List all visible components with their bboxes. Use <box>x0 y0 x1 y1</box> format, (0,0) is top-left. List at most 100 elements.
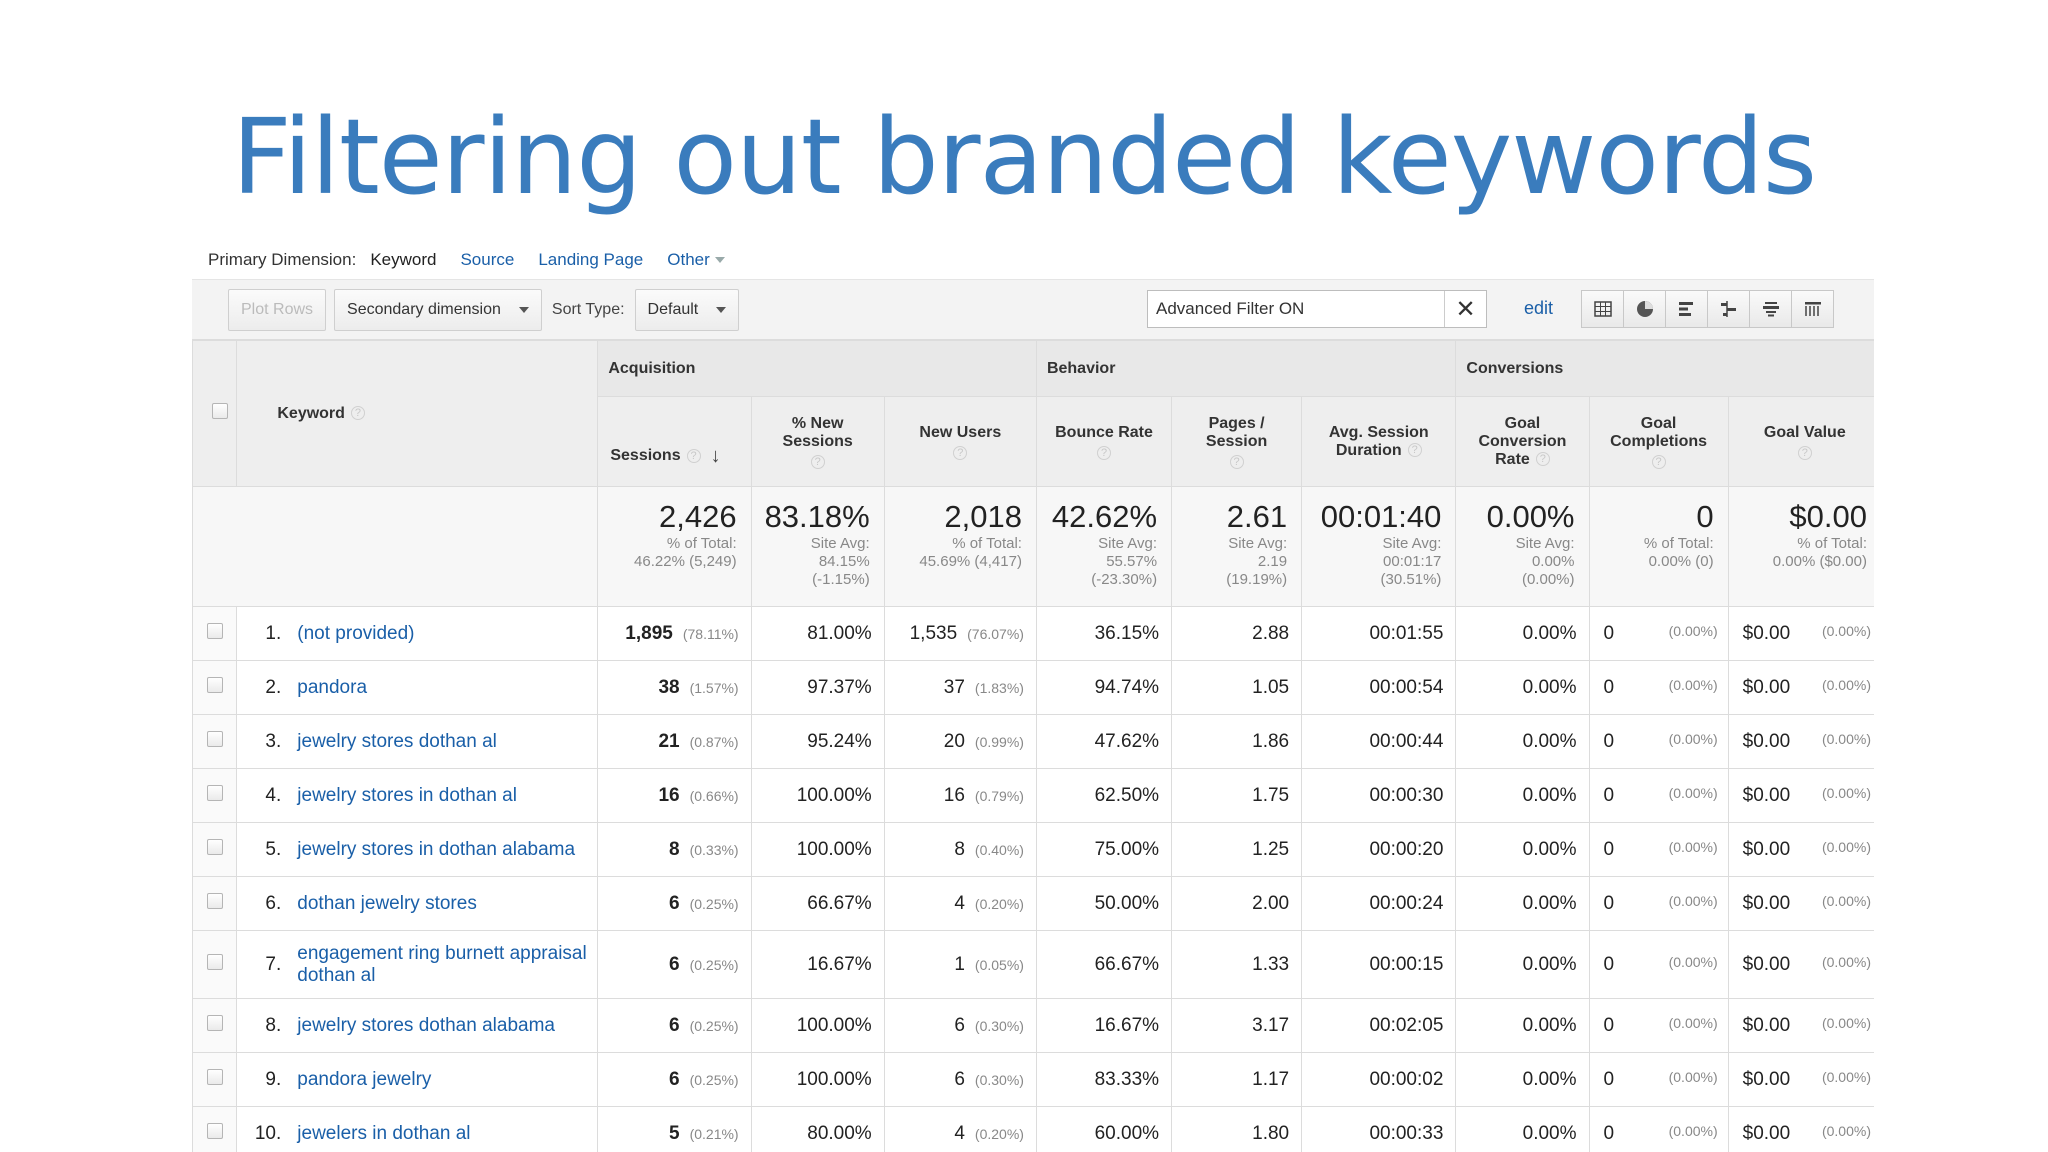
avg-duration-column-header[interactable]: Avg. Session Duration? <box>1301 396 1457 487</box>
goal-completions-cell: 0 (0.00%) <box>1588 876 1729 931</box>
row-checkbox[interactable] <box>206 1014 223 1031</box>
goal-completions-column-header[interactable]: Goal Completions? <box>1588 396 1729 487</box>
bounce-rate-header-label: Bounce Rate <box>1055 423 1153 441</box>
primary-dimension-landing-page[interactable]: Landing Page <box>538 249 644 269</box>
sessions-percent: (0.25%) <box>689 956 739 973</box>
keyword-link[interactable]: jewelry stores in dothan al <box>289 768 599 823</box>
keyword-link[interactable]: dothan jewelry stores <box>289 876 599 931</box>
row-checkbox[interactable] <box>206 622 223 639</box>
row-checkbox[interactable] <box>206 892 223 909</box>
help-icon[interactable]: ? <box>1651 454 1666 469</box>
help-icon[interactable]: ? <box>810 454 825 469</box>
keyword-link[interactable]: (not provided) <box>289 606 599 661</box>
goal-value-cell: $0.00 (0.00%) <box>1727 1106 1874 1152</box>
pages-session-cell: 1.17 <box>1171 1052 1303 1107</box>
sessions-cell: 21 (0.87%) <box>597 714 752 769</box>
clear-filter-icon[interactable]: ✕ <box>1444 291 1486 327</box>
keyword-link[interactable]: jewelry stores dothan al <box>289 714 599 769</box>
goal-completions-percent: (0.00%) <box>1668 676 1718 693</box>
bounce-rate-cell: 16.67% <box>1035 998 1173 1053</box>
goal-completions-value: 0 <box>1603 953 1615 975</box>
new-users-percent: (0.20%) <box>974 895 1024 912</box>
sort-type-dropdown[interactable]: Default <box>634 288 740 331</box>
help-icon[interactable]: ? <box>350 406 365 421</box>
row-checkbox[interactable] <box>206 1068 223 1085</box>
sort-descending-icon[interactable]: ↓ <box>710 445 721 468</box>
secondary-dimension-dropdown[interactable]: Secondary dimension <box>334 288 542 331</box>
new-users-value: 8 <box>954 838 965 860</box>
select-all-checkbox[interactable] <box>211 403 228 419</box>
sessions-cell: 6 (0.25%) <box>597 930 752 999</box>
help-icon[interactable]: ? <box>1407 443 1422 458</box>
keyword-link[interactable]: jewelry stores dothan alabama <box>289 998 599 1053</box>
row-checkbox[interactable] <box>206 838 223 855</box>
goal-value-value: $0.00 <box>1742 953 1791 975</box>
total-sub: % of Total: 0.00% ($0.00) <box>1772 535 1867 570</box>
new-users-value: 1,535 <box>909 622 958 644</box>
comparison-view-icon[interactable] <box>1707 290 1750 328</box>
row-checkbox[interactable] <box>206 730 223 747</box>
total-sessions: 2,426% of Total: 46.22% (5,249) <box>597 486 752 607</box>
new-sessions-column-header[interactable]: % New Sessions? <box>750 396 885 487</box>
new-sessions-cell: 95.24% <box>750 714 885 769</box>
row-checkbox[interactable] <box>206 784 223 801</box>
pivot-view-icon[interactable] <box>1791 290 1834 328</box>
help-icon[interactable]: ? <box>686 449 701 464</box>
edit-filter-link[interactable]: edit <box>1524 298 1554 318</box>
help-icon[interactable]: ? <box>953 445 968 460</box>
total-goal-completions: 0% of Total: 0.00% (0) <box>1588 486 1729 607</box>
sessions-column-header[interactable]: Sessions? ↓ <box>597 396 752 487</box>
sessions-cell: 6 (0.25%) <box>597 1052 752 1107</box>
bounce-rate-column-header[interactable]: Bounce Rate? <box>1035 396 1173 487</box>
goal-completions-cell: 0 (0.00%) <box>1588 768 1729 823</box>
primary-dimension-source[interactable]: Source <box>460 249 515 269</box>
goal-conversion-column-header[interactable]: Goal Conversion Rate? <box>1455 396 1590 487</box>
goal-completions-value: 0 <box>1603 676 1615 698</box>
goal-value-column-header[interactable]: Goal Value? <box>1727 396 1874 487</box>
bounce-rate-cell: 83.33% <box>1035 1052 1173 1107</box>
keyword-header-label: Keyword <box>277 404 345 422</box>
goal-value-cell: $0.00 (0.00%) <box>1727 606 1874 661</box>
total-new-sessions: 83.18% Site Avg: 84.15% (-1.15%) <box>750 486 885 607</box>
performance-view-icon[interactable] <box>1665 290 1708 328</box>
total-value: 2.61 <box>1226 499 1288 534</box>
help-icon[interactable]: ? <box>1097 445 1111 460</box>
table-view-icon[interactable] <box>1581 290 1624 328</box>
keyword-column-header[interactable]: Keyword? <box>236 340 599 487</box>
plot-rows-button[interactable]: Plot Rows <box>228 288 327 331</box>
primary-dimension-other[interactable]: Other <box>667 250 725 270</box>
keyword-link[interactable]: pandora jewelry <box>289 1052 599 1107</box>
goal-completions-cell: 0 (0.00%) <box>1588 1106 1729 1152</box>
total-new-users: 2,018% of Total: 45.69% (4,417) <box>883 486 1037 607</box>
row-checkbox[interactable] <box>206 676 223 693</box>
help-icon[interactable]: ? <box>1229 454 1244 469</box>
help-icon[interactable]: ? <box>1535 452 1550 467</box>
goal-value-cell: $0.00 (0.00%) <box>1727 998 1874 1053</box>
keyword-link[interactable]: jewelers in dothan al <box>289 1106 599 1152</box>
row-checkbox[interactable] <box>206 1122 223 1139</box>
new-users-value: 1 <box>954 953 965 975</box>
help-icon[interactable]: ? <box>1797 445 1812 460</box>
keyword-link[interactable]: jewelry stores in dothan alabama <box>289 822 599 877</box>
term-cloud-view-icon[interactable] <box>1749 290 1792 328</box>
avg-duration-cell: 00:00:33 <box>1301 1106 1457 1152</box>
keyword-link[interactable]: engagement ring burnett appraisal dothan… <box>289 930 599 999</box>
goal-value-value: $0.00 <box>1742 730 1791 752</box>
row-index: 3. <box>236 714 290 769</box>
goal-value-percent: (0.00%) <box>1821 953 1871 970</box>
new-users-column-header[interactable]: New Users? <box>883 396 1037 487</box>
analytics-report: Primary Dimension: Keyword Source Landin… <box>192 240 1874 1152</box>
row-checkbox[interactable] <box>206 953 223 970</box>
pie-view-icon[interactable] <box>1623 290 1666 328</box>
goal-value-value: $0.00 <box>1742 784 1791 806</box>
total-goal-conversion: 0.00% Site Avg: 0.00% (0.00%) <box>1455 486 1590 607</box>
goal-completions-cell: 0 (0.00%) <box>1588 660 1729 715</box>
goal-value-percent: (0.00%) <box>1821 730 1871 747</box>
total-value: 2,018 <box>944 499 1022 534</box>
advanced-filter-field[interactable]: Advanced Filter ON ✕ <box>1147 290 1487 328</box>
pages-session-column-header[interactable]: Pages / Session? <box>1171 396 1303 487</box>
primary-dimension-keyword[interactable]: Keyword <box>370 249 437 269</box>
sessions-cell: 6 (0.25%) <box>597 876 752 931</box>
keyword-rows: 1. (not provided) 1,895 (78.11%) 81.00% 1… <box>192 606 1874 1152</box>
keyword-link[interactable]: pandora <box>289 660 599 715</box>
